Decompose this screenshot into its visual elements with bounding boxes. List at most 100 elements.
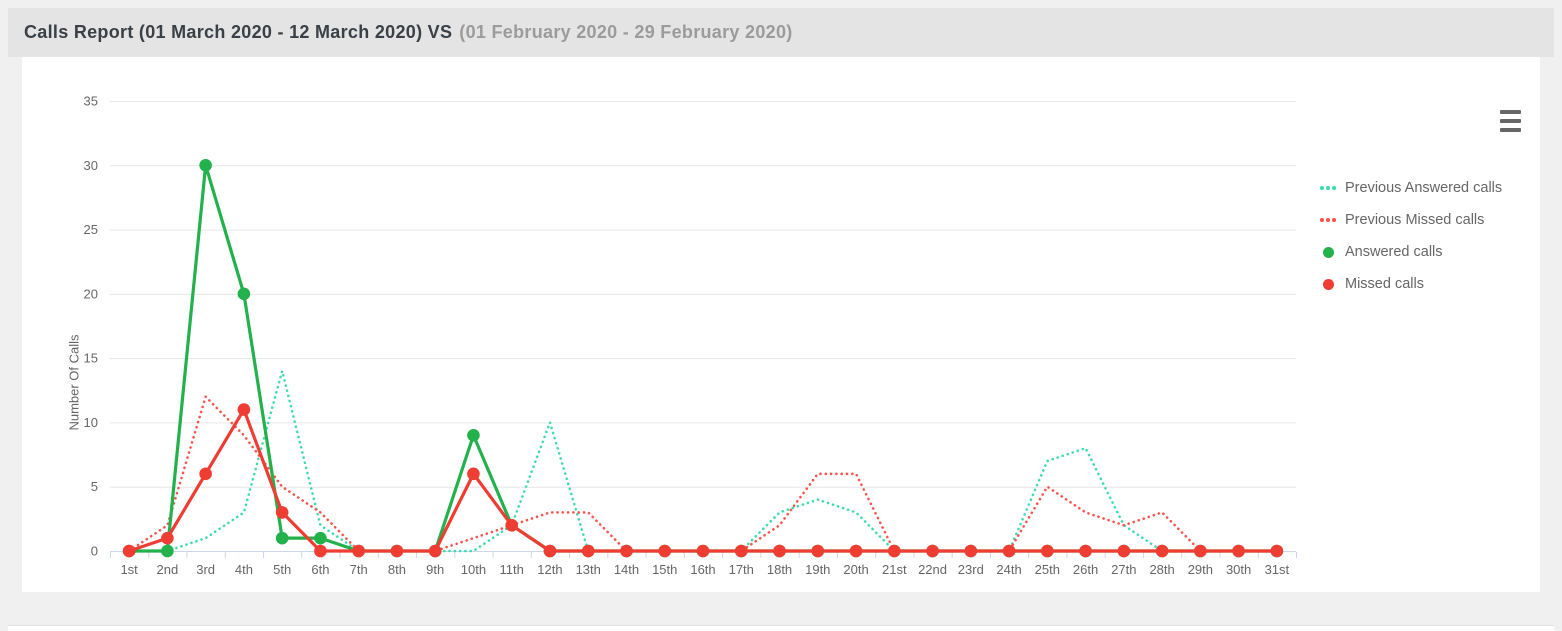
dotted-line-swatch-icon <box>1318 186 1338 190</box>
data-point-marker <box>926 544 939 558</box>
x-tick-label: 1st <box>120 562 138 577</box>
series-previous-answered-calls <box>127 369 1279 553</box>
legend-item-previous-missed-calls[interactable]: Previous Missed calls <box>1318 204 1502 236</box>
x-axis-labels: 1st 2nd 3rd 4th 5th 6th 7th 8th 9th 10th 11th 12th 1… <box>120 562 1289 577</box>
data-point-marker <box>161 531 174 545</box>
data-point-marker <box>199 467 212 481</box>
legend-label: Answered calls <box>1345 244 1443 260</box>
circle-marker-icon <box>1318 246 1338 258</box>
x-tick-label: 12th <box>537 562 562 577</box>
x-tick-label: 11th <box>500 562 524 577</box>
x-tick-label: 29th <box>1188 562 1213 577</box>
data-point-marker <box>352 544 365 558</box>
x-tick-label: 18th <box>767 562 792 577</box>
report-header: Calls Report (01 March 2020 - 12 March 2… <box>8 8 1554 57</box>
data-point-marker <box>390 544 404 558</box>
y-axis-labels: 0 5 10 15 20 25 30 35 <box>84 94 98 559</box>
data-point-marker <box>543 544 557 558</box>
x-tick-label: 15th <box>652 562 677 577</box>
data-point-marker <box>467 428 480 442</box>
x-axis-ticks <box>110 552 1297 558</box>
legend-item-missed-calls[interactable]: Missed calls <box>1318 268 1502 300</box>
data-point-marker <box>1194 544 1207 558</box>
x-tick-label: 17th <box>729 562 754 577</box>
x-tick-label: 30th <box>1226 562 1251 577</box>
x-tick-label: 13th <box>576 562 601 577</box>
hamburger-icon <box>1500 110 1521 114</box>
data-point-marker <box>1155 544 1169 558</box>
x-tick-label: 19th <box>805 562 830 577</box>
data-point-marker <box>658 544 672 558</box>
legend-label: Previous Answered calls <box>1345 180 1503 196</box>
legend-label: Previous Missed calls <box>1345 212 1485 228</box>
series-line <box>127 369 1279 553</box>
x-tick-label: 25th <box>1035 562 1060 577</box>
y-tick-label: 0 <box>91 544 98 559</box>
data-point-marker <box>849 544 863 558</box>
y-tick-label: 10 <box>84 415 98 430</box>
series-line <box>128 407 1277 553</box>
x-tick-label: 2nd <box>157 562 179 577</box>
x-tick-label: 28th <box>1149 562 1174 577</box>
x-tick-label: 4th <box>235 562 253 577</box>
data-point-marker <box>1041 544 1054 558</box>
legend-item-answered-calls[interactable]: Answered calls <box>1318 236 1502 268</box>
y-tick-label: 15 <box>84 351 98 366</box>
data-point-marker <box>581 544 595 558</box>
circle-marker-icon <box>1318 278 1338 290</box>
report-title-current-period: Calls Report (01 March 2020 - 12 March 2… <box>24 22 453 42</box>
data-point-marker <box>505 518 519 532</box>
data-point-marker <box>620 544 633 558</box>
report-title-previous-period: (01 February 2020 - 29 February 2020) <box>459 22 793 42</box>
chart-card: Number Of Calls <box>22 57 1540 592</box>
data-point-marker <box>1270 544 1284 558</box>
x-tick-label: 14th <box>614 562 639 577</box>
data-point-marker <box>161 544 174 558</box>
legend-label: Missed calls <box>1345 276 1424 292</box>
data-point-marker <box>237 287 251 301</box>
data-point-marker <box>734 544 748 558</box>
x-tick-label: 3rd <box>196 562 215 577</box>
y-tick-label: 5 <box>91 479 98 494</box>
x-tick-label: 16th <box>690 562 715 577</box>
x-tick-label: 26th <box>1073 562 1098 577</box>
data-point-marker <box>773 544 786 558</box>
data-point-marker <box>428 544 442 558</box>
x-tick-label: 8th <box>388 562 406 577</box>
data-point-marker <box>696 544 710 558</box>
x-tick-label: 20th <box>843 562 868 577</box>
data-point-marker <box>964 544 978 558</box>
y-gridlines <box>110 101 1296 488</box>
data-point-marker <box>1117 544 1131 558</box>
next-section-edge <box>8 625 1554 631</box>
x-tick-label: 22nd <box>918 562 947 577</box>
y-tick-label: 35 <box>84 94 98 109</box>
x-tick-label: 5th <box>273 562 291 577</box>
data-point-marker <box>275 531 289 545</box>
chart-legend: Previous Answered calls Previous Missed c… <box>1318 172 1502 300</box>
data-point-marker <box>811 544 825 558</box>
data-point-marker <box>1079 544 1092 558</box>
data-point-marker <box>314 544 327 558</box>
series-missed-calls <box>122 403 1284 558</box>
x-tick-label: 9th <box>426 562 444 577</box>
data-point-marker <box>275 506 289 519</box>
data-point-marker <box>314 531 327 545</box>
data-point-marker <box>1002 544 1016 558</box>
y-tick-label: 30 <box>84 158 98 173</box>
x-tick-label: 23rd <box>958 562 984 577</box>
dotted-line-swatch-icon <box>1318 218 1338 222</box>
chart-context-menu-button[interactable] <box>1497 108 1525 134</box>
x-tick-label: 21st <box>882 562 907 577</box>
series-line <box>127 395 1279 553</box>
x-tick-label: 24th <box>996 562 1021 577</box>
y-tick-label: 20 <box>84 286 98 301</box>
data-point-marker <box>1232 544 1245 558</box>
y-tick-label: 25 <box>84 222 98 237</box>
series-previous-missed-calls <box>127 395 1279 553</box>
data-point-marker <box>122 544 136 558</box>
data-point-marker <box>467 467 480 481</box>
legend-item-previous-answered-calls[interactable]: Previous Answered calls <box>1318 172 1502 204</box>
x-tick-label: 6th <box>311 562 329 577</box>
